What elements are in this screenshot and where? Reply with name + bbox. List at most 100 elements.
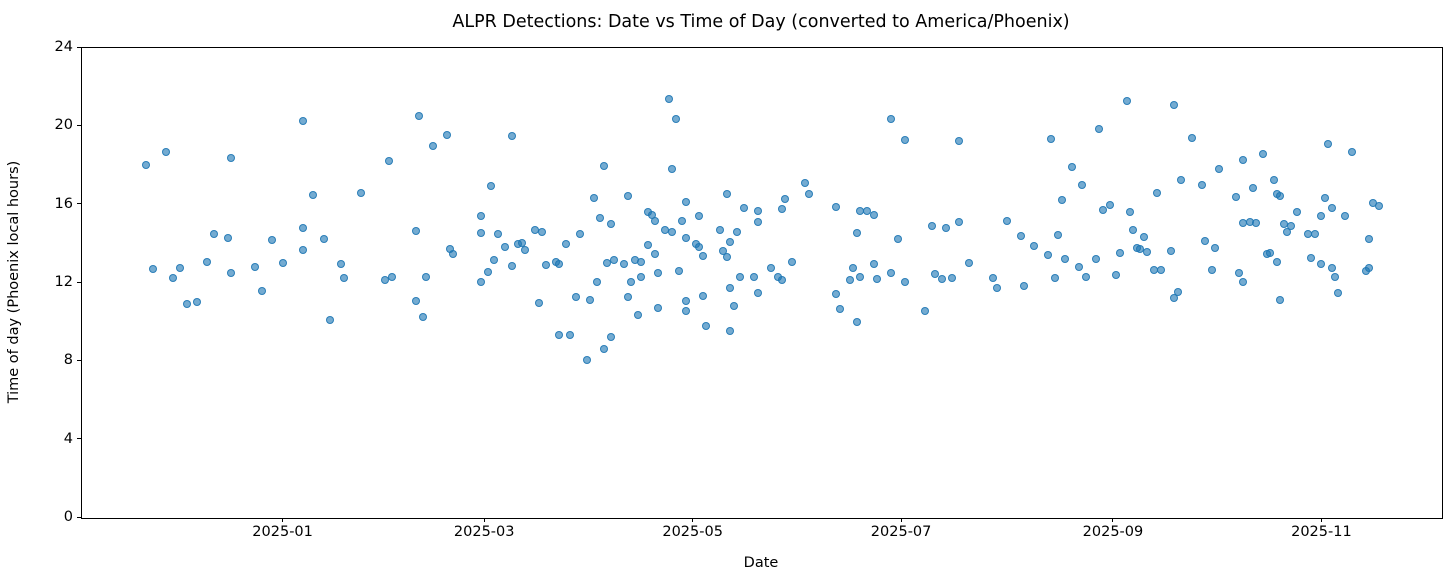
data-point <box>483 268 492 277</box>
data-point <box>299 223 308 232</box>
data-point <box>319 235 328 244</box>
data-point <box>442 130 451 139</box>
data-point <box>541 260 550 269</box>
data-point <box>1122 97 1131 106</box>
data-point <box>1170 101 1179 110</box>
data-point <box>1081 272 1090 281</box>
data-point <box>1173 287 1182 296</box>
data-point <box>1231 192 1240 201</box>
data-point <box>695 242 704 251</box>
x-axis-label: Date <box>743 555 779 571</box>
data-point <box>1365 235 1374 244</box>
data-point <box>1201 237 1210 246</box>
data-point <box>203 257 212 266</box>
data-point <box>1115 249 1124 258</box>
data-point <box>422 273 431 282</box>
data-point <box>1331 273 1340 282</box>
data-point <box>681 306 690 315</box>
data-point <box>1324 140 1333 149</box>
data-point <box>596 214 605 223</box>
data-point <box>1197 180 1206 189</box>
data-point <box>900 136 909 145</box>
data-point <box>1044 250 1053 259</box>
data-point <box>1020 281 1029 290</box>
x-tick-label: 2025-03 <box>453 524 515 540</box>
data-point <box>623 191 632 200</box>
x-tick-label: 2025-09 <box>1082 524 1144 540</box>
data-point <box>1327 263 1336 272</box>
data-point <box>572 292 581 301</box>
data-point <box>869 259 878 268</box>
data-point <box>1310 229 1319 238</box>
data-point <box>1167 247 1176 256</box>
data-point <box>507 261 516 270</box>
data-point <box>651 217 660 226</box>
y-tick-label: 8 <box>63 352 73 369</box>
data-point <box>1061 254 1070 263</box>
plot-area <box>81 47 1443 519</box>
data-point <box>1286 221 1295 230</box>
data-point <box>1067 163 1076 172</box>
data-point <box>1238 278 1247 286</box>
data-point <box>562 240 571 248</box>
data-point <box>606 220 615 229</box>
data-point <box>886 269 895 278</box>
data-point <box>299 116 308 125</box>
data-point <box>767 264 776 273</box>
data-point <box>193 297 202 306</box>
data-point <box>1375 201 1384 210</box>
data-point <box>620 260 629 269</box>
x-tick-label: 2025-01 <box>252 524 313 540</box>
data-point <box>1272 258 1281 267</box>
data-point <box>886 115 895 124</box>
data-point <box>753 288 762 297</box>
data-point <box>753 218 762 227</box>
y-tick-label: 16 <box>54 195 73 212</box>
x-tick-label: 2025-07 <box>870 524 932 540</box>
data-point <box>804 189 813 198</box>
data-point <box>176 264 185 273</box>
data-point <box>210 230 219 239</box>
data-point <box>1078 181 1087 190</box>
data-point <box>1153 188 1162 197</box>
data-point <box>654 304 663 313</box>
y-tick-label: 0 <box>63 509 73 525</box>
data-point <box>678 217 687 226</box>
data-point <box>702 322 711 331</box>
data-point <box>832 202 841 211</box>
data-point <box>1266 249 1275 258</box>
data-point <box>357 188 366 197</box>
data-point <box>1334 288 1343 297</box>
data-point <box>565 331 574 340</box>
x-tick-mark <box>1320 518 1322 522</box>
data-point <box>1214 165 1223 174</box>
data-point <box>739 203 748 212</box>
data-point <box>278 259 287 268</box>
data-point <box>538 228 547 237</box>
y-tick-label: 4 <box>63 430 73 447</box>
x-tick-mark <box>900 518 902 522</box>
data-point <box>729 302 738 311</box>
data-point <box>490 256 499 265</box>
data-point <box>1129 226 1138 235</box>
data-point <box>1091 254 1100 263</box>
data-point <box>418 313 427 322</box>
data-point <box>606 333 615 342</box>
data-point <box>955 218 964 227</box>
data-point <box>1238 155 1247 164</box>
data-point <box>633 311 642 320</box>
data-point <box>852 318 861 327</box>
y-tick-label: 12 <box>54 274 73 290</box>
data-point <box>476 211 485 220</box>
data-point <box>941 223 950 232</box>
data-point <box>1047 134 1056 143</box>
data-point <box>753 207 762 216</box>
data-point <box>521 246 530 255</box>
data-point <box>1259 149 1268 158</box>
x-tick-label: 2025-05 <box>662 524 723 540</box>
data-point <box>849 263 858 272</box>
data-point <box>1112 270 1121 279</box>
data-point <box>1276 296 1285 305</box>
data-point <box>921 307 930 316</box>
